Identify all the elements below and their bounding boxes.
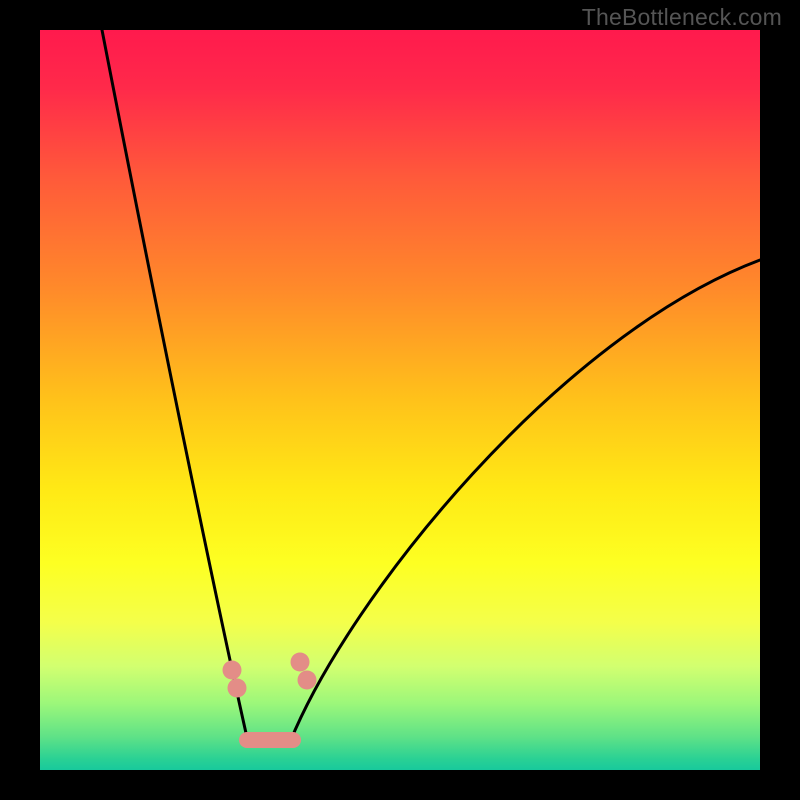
marker-right-1 <box>298 671 317 690</box>
marker-left-0 <box>223 661 242 680</box>
chart-stage: TheBottleneck.com <box>0 0 800 800</box>
plot-background <box>40 30 760 770</box>
watermark-text: TheBottleneck.com <box>582 4 782 31</box>
bottleneck-chart <box>0 0 800 800</box>
marker-right-0 <box>291 653 310 672</box>
marker-left-1 <box>228 679 247 698</box>
